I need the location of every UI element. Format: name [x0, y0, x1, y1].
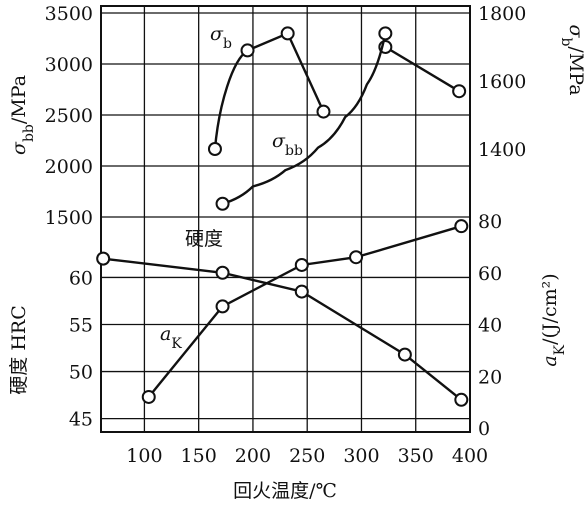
y-right-top-tick-label: 1400: [478, 139, 526, 161]
data-point: [240, 43, 255, 58]
plot-frame: [100, 5, 471, 433]
data-point: [454, 392, 469, 407]
data-point: [454, 219, 469, 234]
series-line-3: [103, 257, 463, 401]
data-point: [316, 104, 331, 119]
data-point: [378, 26, 393, 41]
y-right-bottom-tick-label: 0: [478, 418, 490, 440]
y-left-top-tick-label: 3000: [45, 54, 93, 76]
x-axis-label: 回火温度/℃: [233, 480, 337, 502]
y-right-bottom-tick-label: 20: [478, 366, 502, 388]
y-left-bottom-tick-label: 60: [69, 267, 93, 289]
y-right-top-tick-label: 1800: [478, 3, 526, 25]
x-tick-label: 250: [289, 445, 325, 467]
x-tick-label: 150: [181, 445, 217, 467]
x-tick-label: 100: [126, 445, 162, 467]
y-left-top-tick-label: 2000: [45, 156, 93, 178]
y-left-top-tick-label: 3500: [45, 3, 93, 25]
series-line-1: [384, 45, 460, 93]
x-tick-label: 350: [398, 445, 434, 467]
y-right-bottom-tick-label: 80: [478, 211, 502, 233]
data-point: [207, 142, 222, 156]
series-label-sigma-bb: σbb: [272, 130, 303, 159]
y-left-bottom-tick-label: 45: [69, 409, 93, 431]
y-right-bottom-tick-label: 60: [478, 263, 502, 285]
y-right-top-axis-label: σb/MPa: [558, 24, 587, 95]
y-right-top-tick-label: 1600: [478, 71, 526, 93]
x-tick-label: 400: [452, 445, 488, 467]
data-point: [96, 251, 111, 266]
y-left-bottom-tick-label: 50: [69, 362, 93, 384]
data-point: [215, 265, 230, 280]
x-tick-label: 300: [343, 445, 379, 467]
data-point: [452, 84, 467, 99]
y-right-bottom-axis-label: aK/(J/cm²): [539, 273, 568, 366]
series-label-sigma-b: σb: [210, 23, 232, 52]
y-left-top-tick-label: 2500: [45, 105, 93, 127]
series-line-2: [222, 33, 387, 205]
data-point: [215, 196, 230, 211]
y-left-bottom-axis-label: 硬度 HRC: [8, 305, 30, 394]
x-tick-label: 200: [235, 445, 271, 467]
data-point: [141, 389, 156, 404]
data-point: [215, 299, 230, 314]
data-point: [397, 347, 412, 362]
data-point: [349, 250, 364, 265]
y-left-bottom-tick-label: 55: [69, 315, 93, 337]
data-point: [294, 257, 309, 272]
series-label-hardness: 硬度: [185, 228, 223, 250]
y-left-top-tick-label: 1500: [45, 207, 93, 229]
y-right-bottom-tick-label: 40: [478, 315, 502, 337]
series-label-ak: aK: [160, 323, 182, 352]
data-point: [294, 284, 309, 299]
y-left-top-axis-label: σbb/MPa: [8, 75, 37, 155]
data-point: [280, 26, 295, 41]
